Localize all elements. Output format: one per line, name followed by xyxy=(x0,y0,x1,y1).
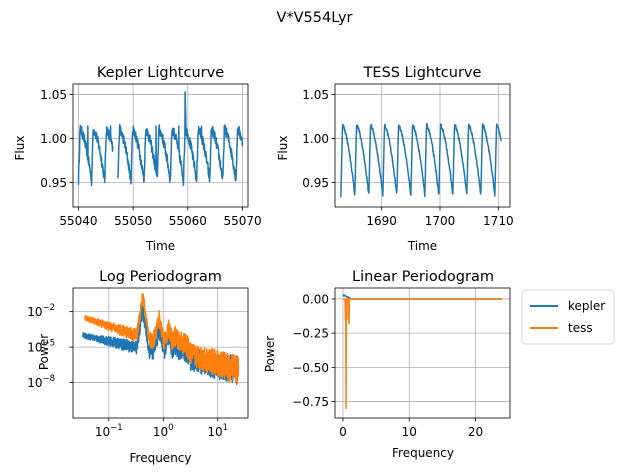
tess-lightcurve-ylabel: Flux xyxy=(276,136,290,161)
linear-periodogram-title: Linear Periodogram xyxy=(352,269,494,285)
linear-periodogram-panel: Linear Periodogram Frequency Power 0 10 20… xyxy=(263,269,511,460)
tess-lightcurve-panel: TESS Lightcurve Time Flux 1690 1700 1710 0.… xyxy=(276,65,514,253)
tess-lightcurve-title: TESS Lightcurve xyxy=(363,65,482,81)
y-tick-label: 1.00 xyxy=(302,132,329,146)
tess-lightcurve-xlabel: Time xyxy=(407,239,437,253)
kepler-series-line xyxy=(77,91,244,187)
tess-series-line xyxy=(83,293,240,385)
figure-suptitle: V*V554Lyr xyxy=(276,10,352,26)
x-tick-label: 1710 xyxy=(483,214,514,228)
log-periodogram-panel: Log Periodogram Frequency Power 10−1 100 1… xyxy=(27,269,249,465)
x-tick-label: 55070 xyxy=(223,214,261,228)
x-tick-label: 55050 xyxy=(114,214,152,228)
y-tick-label: 10−2 xyxy=(27,303,55,319)
y-tick-label: 1.00 xyxy=(40,132,67,146)
x-tick-label: 10 xyxy=(402,425,417,439)
legend: kepler tess xyxy=(521,289,615,345)
x-tick-label: 55060 xyxy=(169,214,207,228)
y-tick-label: 1.05 xyxy=(302,88,329,102)
kepler-lightcurve-xlabel: Time xyxy=(145,239,175,253)
axes-frame xyxy=(72,287,249,419)
legend-kepler-label: kepler xyxy=(568,299,605,313)
x-tick-label: 100 xyxy=(153,423,174,439)
axes-frame xyxy=(334,287,511,419)
y-tick-label: 10−8 xyxy=(27,374,55,390)
x-tick-label: 101 xyxy=(207,423,228,439)
log-periodogram-xlabel: Frequency xyxy=(130,451,192,465)
legend-tess-label: tess xyxy=(568,321,593,335)
x-tick-label: 55040 xyxy=(59,214,97,228)
x-tick-label: 1700 xyxy=(425,214,456,228)
x-tick-label: 20 xyxy=(468,425,483,439)
kepler-lightcurve-ylabel: Flux xyxy=(13,136,27,161)
kepler-lightcurve-title: Kepler Lightcurve xyxy=(97,65,224,81)
y-tick-label: −0.75 xyxy=(292,395,329,409)
y-tick-label: −0.25 xyxy=(292,327,329,341)
tess-series-line xyxy=(342,298,503,410)
y-tick-label: 0.95 xyxy=(40,176,67,190)
y-tick-label: 0.00 xyxy=(302,292,329,306)
axes-frame xyxy=(72,83,249,208)
tess-series-line xyxy=(340,123,502,198)
kepler-lightcurve-panel: Kepler Lightcurve Time Flux 55040 55050 55… xyxy=(13,65,262,253)
y-tick-label: 1.05 xyxy=(40,88,67,102)
log-periodogram-ylabel: Power xyxy=(37,334,51,370)
axes-frame xyxy=(334,83,511,208)
legend-frame xyxy=(521,289,615,345)
y-tick-label: 0.95 xyxy=(302,176,329,190)
x-tick-label: 0 xyxy=(339,425,347,439)
linear-periodogram-ylabel: Power xyxy=(263,336,277,372)
linear-periodogram-xlabel: Frequency xyxy=(392,446,454,460)
x-tick-label: 10−1 xyxy=(95,423,123,439)
x-tick-label: 1690 xyxy=(366,214,397,228)
log-periodogram-title: Log Periodogram xyxy=(99,269,222,285)
y-tick-label: −0.50 xyxy=(292,361,329,375)
